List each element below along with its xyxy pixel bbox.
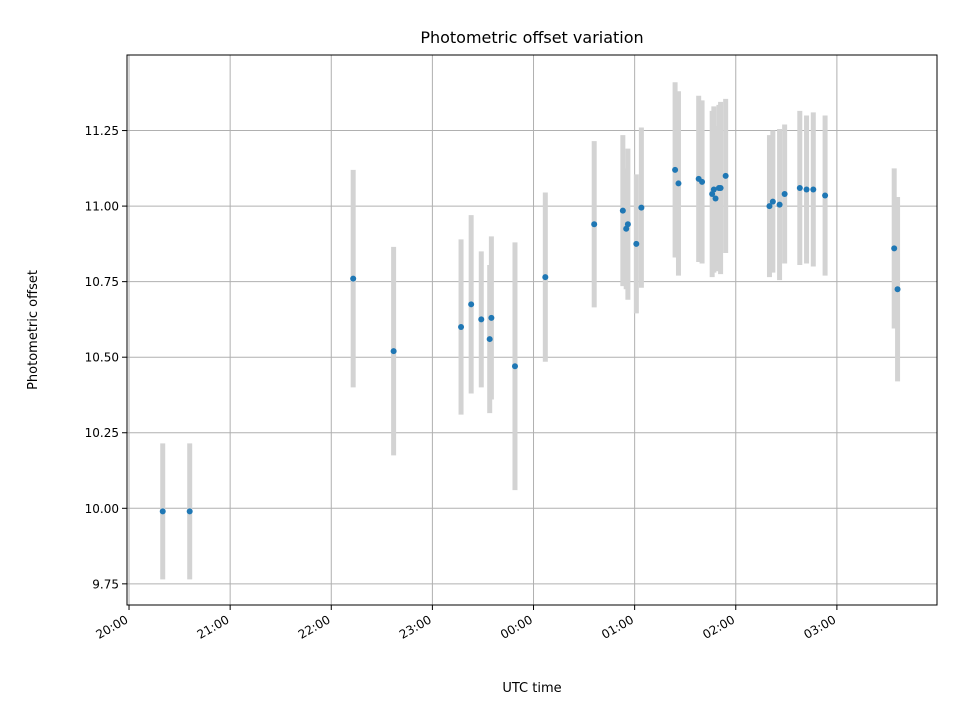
data-point bbox=[488, 314, 495, 321]
data-point bbox=[776, 201, 783, 208]
data-point bbox=[672, 166, 679, 173]
x-tick-label: 00:00 bbox=[498, 612, 535, 641]
data-point bbox=[891, 245, 898, 252]
data-point bbox=[781, 191, 788, 198]
y-tick-label: 10.00 bbox=[85, 502, 119, 516]
data-point bbox=[709, 191, 716, 198]
x-tick-label: 20:00 bbox=[94, 612, 131, 641]
data-point bbox=[712, 195, 719, 202]
y-axis-label: Photometric offset bbox=[26, 270, 41, 390]
data-point bbox=[766, 203, 773, 210]
y-tick-label: 9.75 bbox=[92, 577, 119, 591]
y-tick-label: 10.75 bbox=[85, 275, 119, 289]
point-layer bbox=[159, 166, 901, 515]
chart-title: Photometric offset variation bbox=[420, 28, 643, 47]
data-point bbox=[722, 172, 729, 179]
data-point bbox=[624, 221, 631, 228]
y-tick-label: 11.00 bbox=[85, 200, 119, 214]
data-point bbox=[796, 184, 803, 191]
x-tick-label: 01:00 bbox=[599, 612, 636, 641]
data-point bbox=[810, 186, 817, 193]
x-tick-label: 23:00 bbox=[397, 612, 434, 641]
data-point bbox=[822, 192, 829, 199]
data-point bbox=[633, 240, 640, 247]
data-point bbox=[638, 204, 645, 211]
data-point bbox=[803, 186, 810, 193]
data-point bbox=[769, 198, 776, 205]
data-point bbox=[710, 186, 717, 193]
x-tick-label: 02:00 bbox=[700, 612, 737, 641]
data-point bbox=[458, 323, 465, 330]
x-tick-label: 21:00 bbox=[195, 612, 232, 641]
y-axis: 9.75 10.00 10.25 10.50 10.75 11.00 11.25 bbox=[85, 124, 127, 591]
y-tick-label: 10.50 bbox=[85, 351, 119, 365]
errorbar-layer bbox=[160, 82, 901, 580]
x-tick-label: 03:00 bbox=[801, 612, 838, 641]
plot-frame bbox=[126, 54, 938, 606]
x-axis-label: UTC time bbox=[502, 681, 561, 696]
data-point bbox=[511, 363, 518, 370]
data-point bbox=[468, 301, 475, 308]
data-point bbox=[717, 184, 724, 191]
data-point bbox=[623, 225, 630, 232]
y-tick-label: 10.25 bbox=[85, 426, 119, 440]
data-point bbox=[619, 207, 626, 214]
data-point bbox=[390, 348, 397, 355]
data-point bbox=[478, 316, 485, 323]
data-point bbox=[486, 336, 493, 343]
data-point bbox=[699, 178, 706, 185]
data-point bbox=[542, 274, 549, 281]
y-tick-label: 11.25 bbox=[85, 124, 119, 138]
x-tick-label: 22:00 bbox=[296, 612, 333, 641]
data-point bbox=[159, 508, 166, 515]
data-point bbox=[675, 180, 682, 187]
data-point bbox=[186, 508, 193, 515]
data-point bbox=[894, 286, 901, 293]
data-point bbox=[350, 275, 357, 282]
x-axis: 20:00 21:00 22:00 23:00 00:00 01:00 02:00 03:00 bbox=[94, 605, 838, 642]
data-point bbox=[591, 221, 598, 228]
